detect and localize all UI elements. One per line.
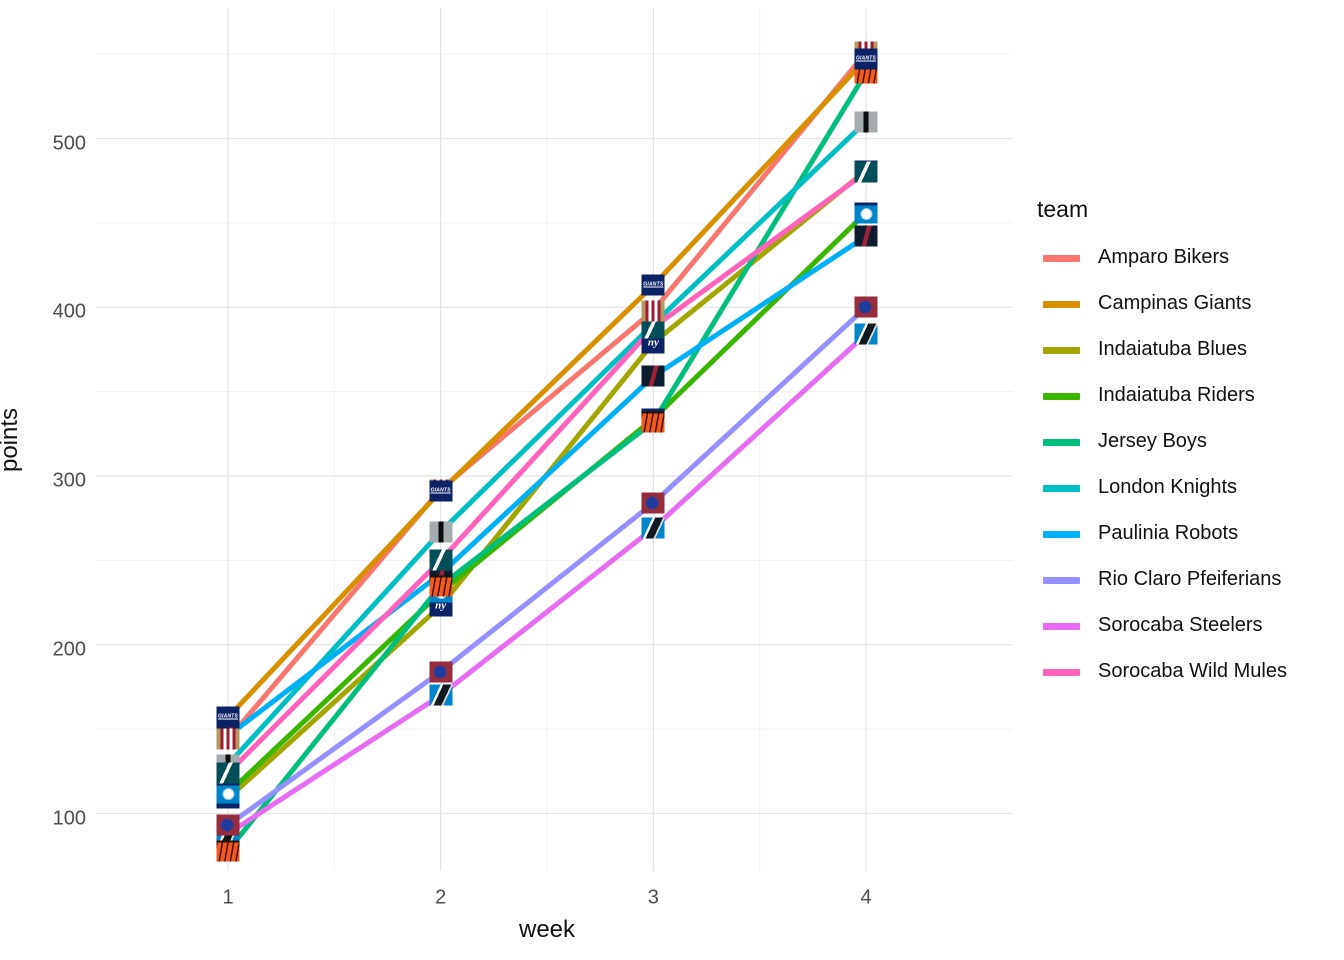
legend-swatch-indaiatuba-riders [1043, 393, 1080, 400]
legend-swatch-sorocaba-wild-mules [1043, 669, 1080, 676]
legend-swatch-rio-claro-pfeiferians [1043, 577, 1080, 584]
series-line-rio-claro-pfeiferians [225, 304, 869, 828]
legend-label-sorocaba-steelers: Sorocaba Steelers [1098, 614, 1263, 636]
legend-label-indaiatuba-blues: Indaiatuba Blues [1098, 338, 1248, 360]
team-logo-rio-claro-pfeiferians [429, 661, 453, 683]
y-tick-label: 200 [52, 638, 86, 661]
legend-label-amparo-bikers: Amparo Bikers [1098, 246, 1230, 268]
series-line-amparo-bikers [225, 49, 869, 742]
y-axis-title: points [0, 407, 23, 473]
x-tick-label: 1 [222, 886, 234, 909]
series-line-london-knights [225, 119, 869, 768]
team-logo-paulinia-robots [854, 225, 878, 247]
team-logo-rio-claro-pfeiferians [854, 296, 878, 318]
team-logo-sorocaba-wild-mules [429, 549, 453, 571]
team-logo-indaiatuba-riders [216, 782, 240, 804]
team-logo-indaiatuba-riders [854, 202, 878, 224]
team-logo-london-knights [854, 111, 878, 133]
series-line-campinas-giants [225, 56, 869, 720]
legend-swatch-indaiatuba-blues [1043, 347, 1080, 354]
team-logo-sorocaba-steelers [641, 517, 665, 539]
team-logo-sorocaba-steelers [429, 684, 453, 706]
team-logo-campinas-giants: GIANTS [216, 706, 240, 728]
series-line-sorocaba-steelers [225, 331, 869, 837]
team-logo-sorocaba-steelers [854, 323, 878, 345]
legend-title: team [1037, 196, 1089, 222]
team-logo-amparo-bikers [641, 300, 665, 322]
team-logo-london-knights [429, 521, 453, 543]
team-logo-sorocaba-wild-mules [216, 762, 240, 784]
x-axis-title: week [518, 916, 576, 943]
legend-label-sorocaba-wild-mules: Sorocaba Wild Mules [1098, 660, 1287, 682]
legend-label-rio-claro-pfeiferians: Rio Claro Pfeiferians [1098, 568, 1282, 590]
legend-label-campinas-giants: Campinas Giants [1098, 292, 1252, 314]
team-logo-rio-claro-pfeiferians [641, 492, 665, 514]
legend-swatch-campinas-giants [1043, 301, 1080, 308]
x-tick-label: 4 [860, 886, 872, 909]
team-logo-rio-claro-pfeiferians [216, 814, 240, 836]
team-logo-jersey-boys [429, 575, 453, 597]
series-line-paulinia-robots [225, 233, 869, 739]
y-tick-label: 300 [52, 469, 86, 492]
legend-label-london-knights: London Knights [1098, 476, 1238, 498]
team-logo-paulinia-robots [641, 365, 665, 387]
team-logo-sorocaba-wild-mules [641, 317, 665, 338]
x-tick-label: 2 [435, 886, 447, 909]
x-tick-label: 3 [647, 886, 659, 909]
team-logo-campinas-giants: GIANTS [429, 480, 453, 502]
legend-label-indaiatuba-riders: Indaiatuba Riders [1098, 384, 1255, 406]
team-logo-campinas-giants: GIANTS [854, 48, 878, 70]
legend-swatch-sorocaba-steelers [1043, 623, 1080, 630]
team-logo-jersey-boys [641, 411, 665, 433]
team-logo-jersey-boys [216, 840, 240, 862]
legend-swatch-jersey-boys [1043, 439, 1080, 446]
team-logo-sorocaba-wild-mules [854, 161, 878, 183]
team-logo-campinas-giants: GIANTS [641, 274, 665, 296]
y-tick-label: 400 [52, 300, 86, 323]
legend-label-jersey-boys: Jersey Boys [1098, 430, 1207, 452]
legend-swatch-amparo-bikers [1043, 255, 1080, 262]
team-logo-amparo-bikers [216, 728, 240, 750]
legend-swatch-london-knights [1043, 485, 1080, 492]
series-line-sorocaba-wild-mules [225, 169, 869, 776]
legend-label-paulinia-robots: Paulinia Robots [1098, 522, 1239, 544]
legend-swatch-paulinia-robots [1043, 531, 1080, 538]
y-tick-label: 500 [52, 132, 86, 154]
y-tick-label: 100 [52, 807, 86, 829]
